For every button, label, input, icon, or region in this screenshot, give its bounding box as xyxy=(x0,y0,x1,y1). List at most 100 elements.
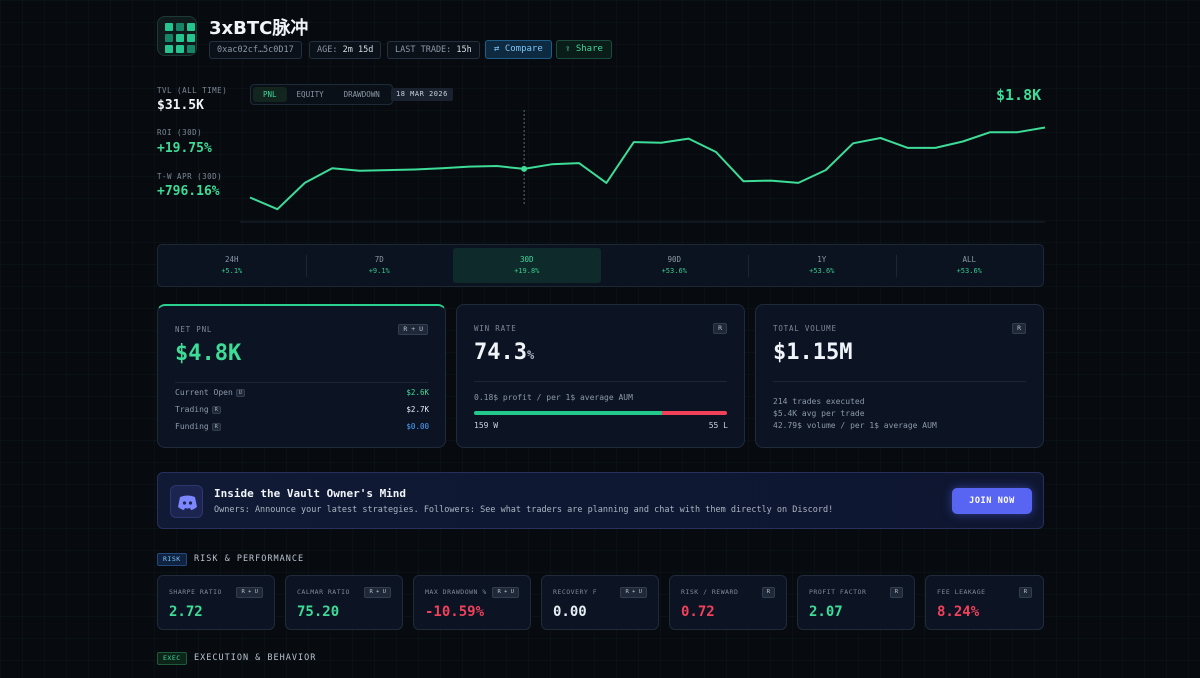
tab-equity[interactable]: EQUITY xyxy=(296,90,324,99)
card-divider xyxy=(175,382,428,383)
chart-end-value: $1.8K xyxy=(996,86,1042,104)
win-loss-counts: 159 W 55 L xyxy=(474,421,728,430)
period-change: +5.1% xyxy=(221,267,243,275)
metric-recovery-factor[interactable]: RECOVERY F R + U 0.00 xyxy=(541,575,659,630)
metric-value: 0.00 xyxy=(553,604,587,620)
card-label: NET PNL xyxy=(175,325,213,334)
period-24h[interactable]: 24H +5.1% xyxy=(158,245,306,286)
card-tag: R xyxy=(1012,323,1026,334)
compare-button[interactable]: ⇄ Compare xyxy=(485,40,552,59)
age-chip: AGE: 2m 15d xyxy=(309,41,382,59)
metric-label: FEE LEAKAGE xyxy=(937,588,986,596)
share-label: Share xyxy=(575,44,603,54)
metric-tag: R + U xyxy=(364,587,391,598)
join-discord-button[interactable]: JOIN NOW xyxy=(952,488,1032,514)
apr-value: +796.16% xyxy=(157,184,220,199)
period-change: +19.8% xyxy=(514,267,540,275)
metric-risk-reward[interactable]: RISK / REWARD R 0.72 xyxy=(669,575,787,630)
metric-sharpe-ratio[interactable]: SHARPE RATIO R + U 2.72 xyxy=(157,575,275,630)
metric-label: MAX DRAWDOWN % xyxy=(425,588,487,596)
period-change: +53.6% xyxy=(956,267,982,275)
row-value: $2.7K xyxy=(406,405,429,414)
metric-value: 8.24% xyxy=(937,604,980,620)
metric-value: 2.72 xyxy=(169,604,203,620)
metric-label: SHARPE RATIO xyxy=(169,588,222,596)
metric-profit-factor[interactable]: PROFIT FACTOR R 2.07 xyxy=(797,575,915,630)
win-rate-number: 74.3 xyxy=(474,340,527,365)
discord-banner: Inside the Vault Owner's Mind Owners: An… xyxy=(157,472,1044,529)
logo-cell xyxy=(165,23,173,31)
win-rate-value: 74.3% xyxy=(474,340,534,365)
metric-max-drawdown[interactable]: MAX DRAWDOWN % R + U -10.59% xyxy=(413,575,531,630)
losses-count: 55 L xyxy=(708,421,728,430)
volume-line: $5.4K avg per trade xyxy=(773,409,865,418)
row-tag: R xyxy=(211,422,221,431)
row-label: Trading xyxy=(175,405,209,414)
logo-cell xyxy=(187,23,195,31)
chart-points xyxy=(249,127,1046,210)
period-selector: 24H +5.1% 7D +9.1% 30D +19.8% 90D +53.6%… xyxy=(157,244,1044,287)
vault-title: 3xBTC脉冲 xyxy=(209,18,309,39)
metric-value: 0.72 xyxy=(681,604,715,620)
pnl-row-current-open: Current Open U $2.6K xyxy=(175,388,429,397)
win-loss-bar xyxy=(474,411,727,415)
card-tag: R xyxy=(713,323,727,334)
loss-segment xyxy=(661,411,727,415)
metric-label: PROFIT FACTOR xyxy=(809,588,867,596)
pnl-row-trading: Trading R $2.7K xyxy=(175,405,429,414)
logo-cell xyxy=(176,45,184,53)
period-change: +53.6% xyxy=(809,267,835,275)
win-rate-note: 0.18$ profit / per 1$ average AUM xyxy=(474,393,633,402)
risk-badge: RISK xyxy=(157,553,187,566)
metric-value: 2.07 xyxy=(809,604,843,620)
period-all[interactable]: ALL +53.6% xyxy=(895,245,1044,286)
wins-count: 159 W xyxy=(474,421,499,430)
tvl-value: $31.5K xyxy=(157,98,204,113)
roi-value: +19.75% xyxy=(157,141,212,156)
vault-logo-icon xyxy=(157,16,197,56)
net-pnl-card: NET PNL R + U $4.8K Current Open U $2.6K … xyxy=(157,304,446,448)
period-30d[interactable]: 30D +19.8% xyxy=(453,248,601,283)
metric-tag: R xyxy=(761,587,775,598)
last-trade-label: LAST TRADE: xyxy=(395,45,452,55)
net-pnl-value: $4.8K xyxy=(175,341,242,366)
card-tag: R + U xyxy=(398,324,428,335)
card-divider xyxy=(773,381,1026,382)
vault-address-chip[interactable]: 0xac02cf…5c0D17 xyxy=(209,41,302,59)
exec-badge: EXEC xyxy=(157,652,187,665)
banner-title: Inside the Vault Owner's Mind xyxy=(214,487,407,500)
metric-tag: R + U xyxy=(492,587,519,598)
total-volume-card: TOTAL VOLUME R $1.15M 214 trades execute… xyxy=(755,304,1044,448)
period-label: 24H xyxy=(224,255,239,264)
pnl-row-funding: Funding R $0.00 xyxy=(175,422,429,431)
row-label: Funding xyxy=(175,422,209,431)
roi-label: ROI (30D) xyxy=(157,128,203,137)
pnl-chart[interactable] xyxy=(240,100,1050,225)
chart-tabs: PNL EQUITY DRAWDOWN xyxy=(250,84,393,105)
row-value: $2.6K xyxy=(406,388,429,397)
metric-fee-leakage[interactable]: FEE LEAKAGE R 8.24% xyxy=(925,575,1044,630)
compare-label: Compare xyxy=(504,44,543,54)
metric-calmar-ratio[interactable]: CALMAR RATIO R + U 75.20 xyxy=(285,575,403,630)
metric-label: RECOVERY F xyxy=(553,588,598,596)
share-icon: ⇪ xyxy=(565,44,571,54)
tab-drawdown[interactable]: DRAWDOWN xyxy=(343,90,380,99)
period-label: 7D xyxy=(374,255,384,264)
period-1y[interactable]: 1Y +53.6% xyxy=(748,245,896,286)
period-change: +53.6% xyxy=(661,267,687,275)
share-button[interactable]: ⇪ Share xyxy=(556,40,612,59)
last-trade-value: 15h xyxy=(456,45,472,55)
card-label: WIN RATE xyxy=(474,324,517,333)
age-value: 2m 15d xyxy=(342,45,374,55)
tab-pnl[interactable]: PNL xyxy=(253,87,287,102)
metric-tag: R xyxy=(889,587,903,598)
row-tag: U xyxy=(235,388,245,397)
discord-icon xyxy=(170,485,203,518)
period-label: 90D xyxy=(667,255,682,264)
win-rate-unit: % xyxy=(526,348,535,362)
win-rate-card: WIN RATE R 74.3% 0.18$ profit / per 1$ a… xyxy=(456,304,745,448)
period-90d[interactable]: 90D +53.6% xyxy=(601,245,749,286)
period-7d[interactable]: 7D +9.1% xyxy=(305,245,454,286)
compare-icon: ⇄ xyxy=(494,44,500,54)
card-label: TOTAL VOLUME xyxy=(773,324,837,333)
